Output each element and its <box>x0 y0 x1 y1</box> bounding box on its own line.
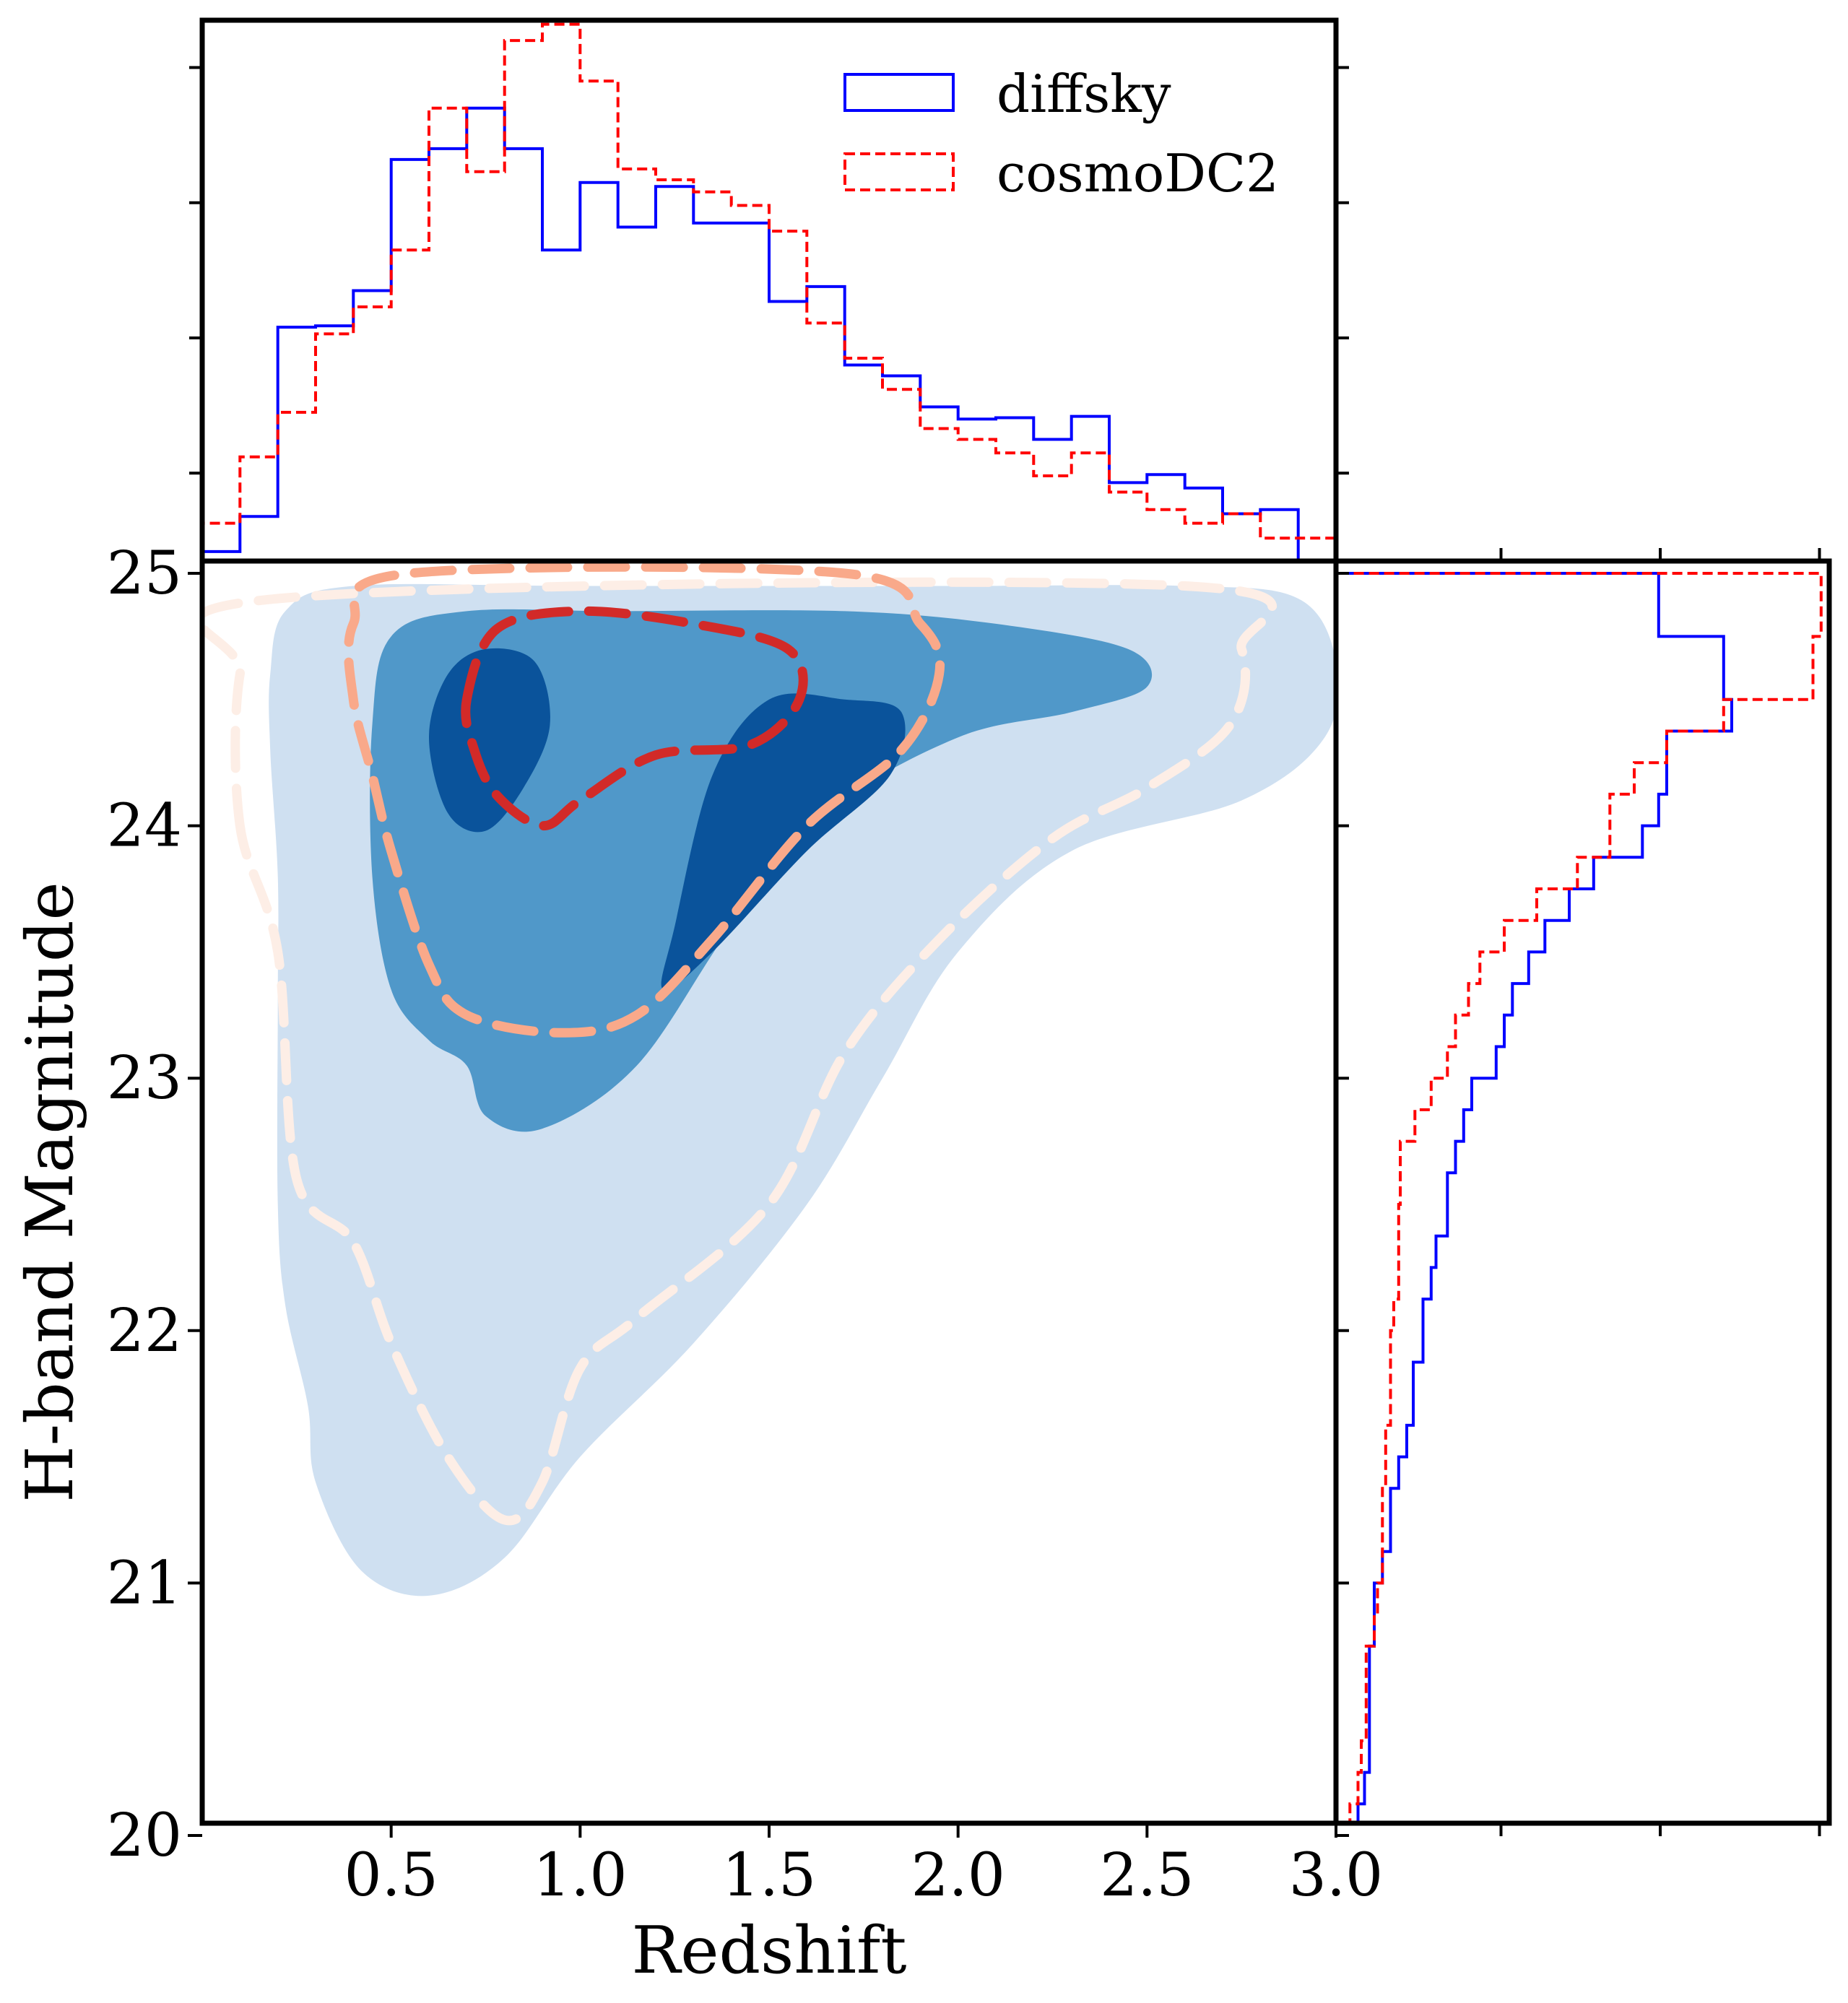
right-marginal-panel <box>1333 548 1832 1837</box>
legend-swatch-cosmodc2 <box>843 152 955 191</box>
x-tick-label: 2.5 <box>1100 1841 1194 1910</box>
right-histogram-cosmodc2 <box>1342 572 1823 1823</box>
legend: diffsky cosmoDC2 <box>843 64 1279 204</box>
right-marginal-frame <box>1333 558 1832 1826</box>
legend-label-diffsky: diffsky <box>997 64 1171 124</box>
dashed-contour-level-3 <box>461 606 808 831</box>
y-tick-label: 24 <box>107 792 182 861</box>
right-marginal-ticks <box>1336 548 1821 1837</box>
joint-panel: 0.5 1.0 1.5 2.0 2.5 3.0 20 21 22 23 24 25 <box>107 539 1384 1910</box>
x-tick-label: 0.5 <box>344 1841 438 1910</box>
filled-contour-level-3-part-2 <box>661 693 906 991</box>
top-histogram-diffsky <box>202 106 1336 561</box>
joint-panel-ticks: 0.5 1.0 1.5 2.0 2.5 3.0 20 21 22 23 24 25 <box>107 539 1384 1910</box>
x-tick-label: 1.0 <box>533 1841 627 1910</box>
y-tick-label: 23 <box>107 1044 182 1113</box>
y-tick-label: 21 <box>107 1549 182 1617</box>
y-tick-label: 25 <box>107 539 182 608</box>
filled-contour-level-3-part-1 <box>429 648 550 833</box>
right-histogram-diffsky <box>1342 572 1733 1823</box>
top-marginal-panel <box>189 17 1349 564</box>
x-tick-label: 3.0 <box>1289 1841 1383 1910</box>
x-tick-label: 2.0 <box>911 1841 1005 1910</box>
top-marginal-frame <box>199 17 1339 564</box>
legend-swatch-diffsky <box>843 73 955 112</box>
x-tick-label: 1.5 <box>722 1841 816 1910</box>
top-histogram-cosmodc2 <box>202 22 1336 561</box>
x-axis-label: Redshift <box>631 1913 906 1989</box>
diffsky-filled-contours <box>269 583 1336 1596</box>
dashed-contour-level-1 <box>202 577 1277 1526</box>
y-axis-label: H-band Magnitude <box>12 882 88 1503</box>
y-tick-label: 22 <box>107 1297 182 1365</box>
dashed-contour-level-2 <box>343 562 945 1038</box>
y-tick-label: 20 <box>107 1802 182 1870</box>
legend-label-cosmodc2: cosmoDC2 <box>997 143 1279 204</box>
cosmodc2-dashed-contours <box>202 562 1277 1526</box>
right-marginal-histograms <box>1342 572 1823 1823</box>
top-marginal-histograms <box>202 22 1336 561</box>
